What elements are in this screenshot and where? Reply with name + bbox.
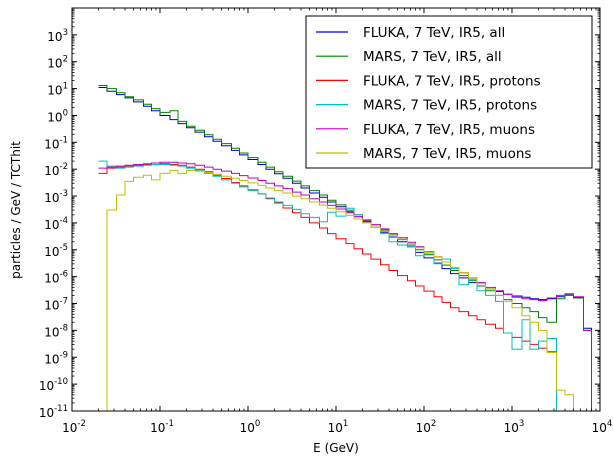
x-tick-label: 101: [328, 419, 349, 435]
legend-label-3: FLUKA, 7 TeV, IR5, protons: [363, 73, 541, 89]
x-tick-label: 104: [592, 419, 613, 435]
y-tick-label: 10-10: [39, 377, 68, 393]
ticks-layer: 10-2 10-1 100 101 102 103 104 10-11 10-10 10-9 10-…: [39, 8, 613, 435]
series-layer: [98, 85, 600, 412]
y-tick-label: 10-8: [44, 323, 68, 339]
x-tick-label: 100: [240, 419, 261, 435]
y-axis-label: particles / GeV / TCThit: [9, 141, 23, 279]
legend-box: [305, 15, 593, 169]
y-tick-label: 100: [47, 108, 68, 124]
x-tick-label: 10-1: [150, 419, 174, 435]
y-tick-label: 10-9: [44, 350, 68, 366]
series-line-1: [98, 87, 600, 412]
y-tick-label: 10-2: [44, 162, 68, 178]
y-tick-label: 10-6: [44, 270, 68, 286]
series-line-6: [98, 169, 582, 412]
y-tick-label: 10-3: [44, 189, 68, 205]
legend-label-2: MARS, 7 TeV, IR5, all: [363, 49, 502, 65]
legend-label-1: FLUKA, 7 TeV, IR5, all: [363, 25, 505, 41]
legend-label-5: FLUKA, 7 TeV, IR5, muons: [363, 122, 535, 138]
y-tick-label: 10-1: [44, 135, 68, 151]
y-tick-label: 103: [47, 28, 68, 44]
y-tick-label: 10-7: [44, 297, 68, 313]
legend-label-4: MARS, 7 TeV, IR5, protons: [363, 98, 537, 114]
x-axis-label: E (GeV): [313, 441, 359, 455]
series-line-3: [98, 163, 565, 412]
legend-label-6: MARS, 7 TeV, IR5, muons: [363, 146, 531, 162]
y-tick-label: 10-5: [44, 243, 68, 259]
y-tick-label: 10-4: [44, 216, 68, 232]
legend: FLUKA, 7 TeV, IR5, all MARS, 7 TeV, IR5, …: [305, 15, 593, 169]
x-tick-label: 103: [504, 419, 525, 435]
series-line-5: [98, 161, 600, 412]
series-line-2: [98, 85, 600, 412]
y-tick-label: 102: [47, 55, 68, 71]
y-tick-label: 101: [47, 82, 68, 98]
y-tick-label: 10-11: [39, 404, 68, 420]
x-tick-label: 10-2: [62, 419, 86, 435]
x-tick-label: 102: [416, 419, 437, 435]
